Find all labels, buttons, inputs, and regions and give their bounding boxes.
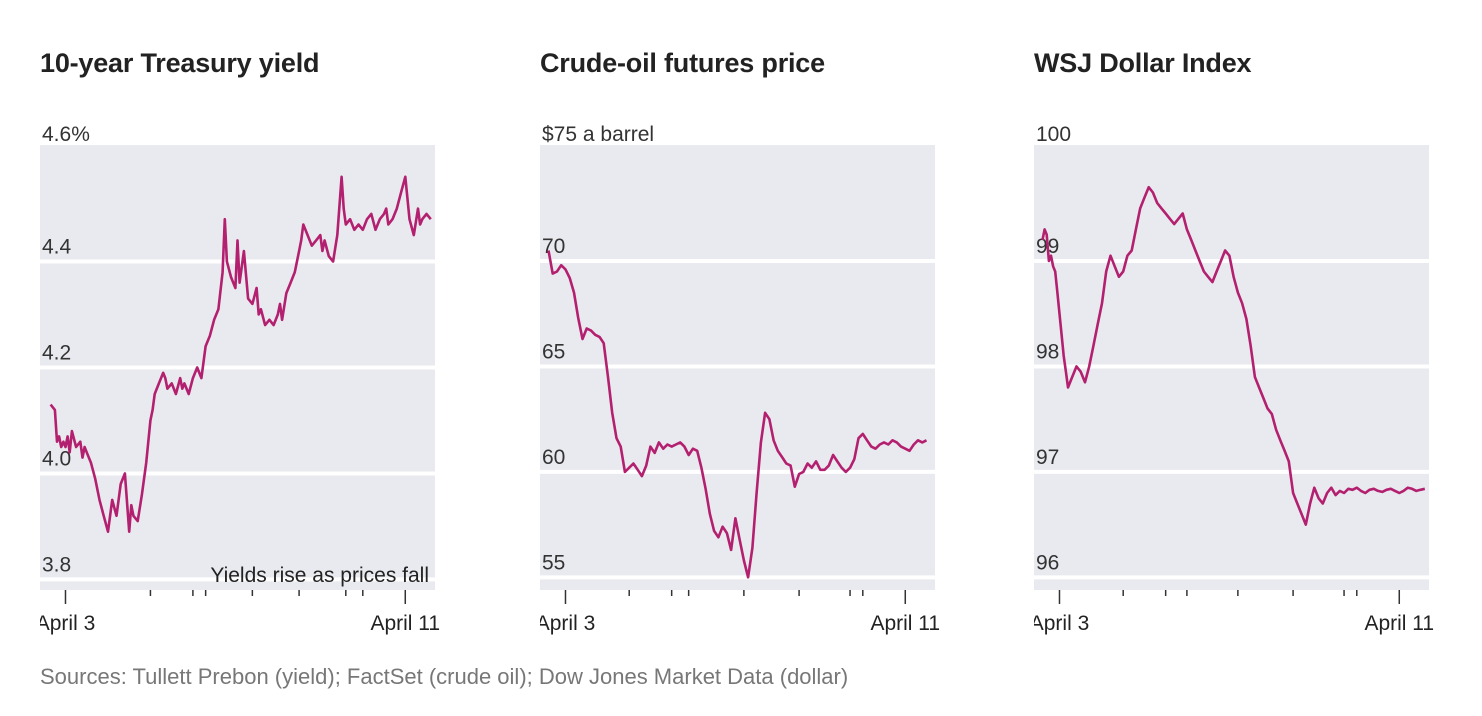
y-tick-label: 3.8 (42, 553, 71, 576)
y-tick-label: $75 a barrel (542, 123, 654, 146)
y-tick-label: 4.2 (42, 342, 71, 365)
y-tick-label: 96 (1036, 551, 1059, 574)
x-tick-label: April 11 (1364, 612, 1434, 635)
chart-panel-crude: Crude-oil futures price $75 a barrel 70 65… (540, 0, 980, 660)
chart-title: 10-year Treasury yield (40, 48, 320, 78)
series-line (49, 175, 432, 534)
y-tick-label: 97 (1036, 446, 1059, 469)
x-tick-label: April 3 (40, 612, 95, 635)
x-tick-label: April 3 (1034, 612, 1089, 635)
x-tick-label: April 3 (540, 612, 595, 635)
chart-title: WSJ Dollar Index (1034, 48, 1252, 78)
y-tick-label: 4.0 (42, 447, 71, 470)
x-tick-label: April 11 (370, 612, 440, 635)
y-tick-label: 4.6% (42, 123, 90, 146)
chart-title: Crude-oil futures price (540, 48, 825, 78)
y-tick-label: 4.4 (42, 236, 72, 259)
y-tick-label: 70 (542, 235, 565, 258)
source-note: Sources: Tullett Prebon (yield); FactSet… (40, 664, 849, 689)
series-line (1041, 185, 1426, 526)
series-line (547, 250, 928, 579)
y-tick-label: 98 (1036, 340, 1059, 363)
chart-svg-crude: $75 a barrel 70 65 60 55 April 3 April 11 (540, 123, 940, 635)
chart-panel-dollar: WSJ Dollar Index 100 99 98 97 96 April 3 April… (1034, 0, 1474, 660)
y-tick-label: 60 (542, 446, 565, 469)
chart-annotation: Yields rise as prices fall (210, 564, 429, 587)
x-tick-label: April 11 (870, 612, 940, 635)
y-tick-label: 65 (542, 340, 565, 363)
chart-panel-treasury: 10-year Treasury yield 4.6% 4.4 4.2 4.0 3.8 A… (40, 0, 480, 660)
chart-svg-treasury: 4.6% 4.4 4.2 4.0 3.8 April 3 April 11 Yields ri… (40, 123, 440, 635)
y-tick-label: 100 (1036, 123, 1071, 146)
y-tick-label: 55 (542, 551, 565, 574)
